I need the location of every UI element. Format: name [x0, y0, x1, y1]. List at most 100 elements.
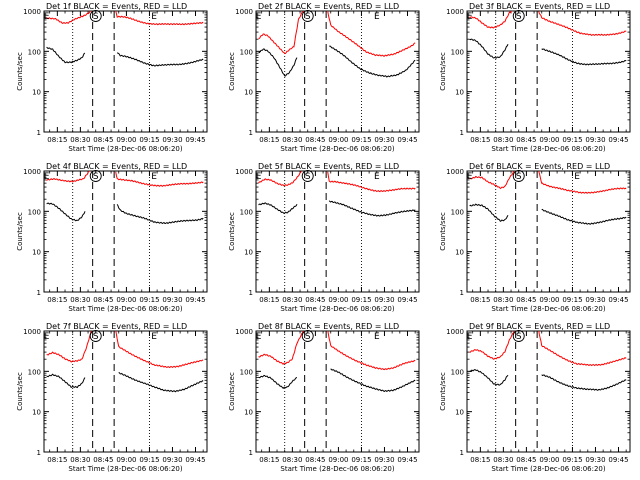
flag-mark-circle — [512, 330, 525, 342]
y-tick-label: 100 — [451, 208, 464, 216]
x-tick-label: 09:15 — [351, 296, 371, 304]
y-tick-label: 1 — [249, 449, 253, 457]
x-tick-label: 09:15 — [562, 296, 582, 304]
x-axis-label: Start Time (28-Dec-06 08:06:20) — [491, 305, 605, 313]
x-tick-label: 08:30 — [282, 456, 302, 464]
x-tick-label: 08:15 — [47, 456, 67, 464]
x-tick-label: 08:15 — [470, 456, 490, 464]
flag-mark: E — [44, 332, 50, 342]
flag-mark-circle — [89, 170, 102, 182]
lld-series-line — [46, 331, 92, 363]
x-tick-label: 09:15 — [139, 296, 159, 304]
x-tick-label: 09:15 — [562, 136, 582, 144]
x-tick-label: 08:30 — [282, 296, 302, 304]
y-tick-label: 1000 — [446, 328, 464, 336]
flag-mark-circle — [301, 330, 314, 342]
events-series-line — [118, 371, 204, 393]
panel-1: Det 1f BLACK = Events, RED = LLD 1 10 100 10… — [16, 2, 208, 153]
y-axis-label: Counts/sec — [439, 52, 447, 91]
panel-title: Det 1f BLACK = Events, RED = LLD — [46, 2, 187, 11]
flag-mark: E — [256, 12, 262, 22]
flag-mark: E — [44, 172, 50, 182]
panel-title: Det 4f BLACK = Events, RED = LLD — [46, 162, 187, 171]
events-series-line — [469, 203, 509, 222]
x-axis-label: Start Time (28-Dec-06 08:06:20) — [280, 145, 394, 153]
flag-mark: E — [574, 332, 580, 342]
y-tick-label: 10 — [455, 249, 464, 257]
x-tick-label: 09:45 — [397, 456, 417, 464]
x-tick-label: 09:45 — [185, 456, 205, 464]
flag-mark: E — [44, 12, 50, 22]
flag-mark-circle — [512, 10, 525, 22]
lld-series-line — [258, 171, 303, 187]
x-tick-label: 09:30 — [162, 456, 182, 464]
y-axis-label: Counts/sec — [228, 212, 236, 251]
y-axis-label: Counts/sec — [16, 52, 24, 91]
panel-4: Det 4f BLACK = Events, RED = LLD 1 10 100 10… — [16, 162, 208, 313]
flag-mark: E — [374, 172, 380, 182]
x-tick-label: 08:30 — [493, 296, 513, 304]
y-tick-label: 10 — [32, 409, 41, 417]
y-tick-label: 100 — [451, 368, 464, 376]
x-tick-label: 08:15 — [259, 456, 279, 464]
panel-title: Det 9f BLACK = Events, RED = LLD — [469, 322, 610, 331]
y-tick-label: 100 — [451, 48, 464, 56]
lld-series-line — [115, 331, 204, 369]
x-tick-label: 09:45 — [185, 296, 205, 304]
x-tick-label: 09:30 — [374, 456, 394, 464]
y-tick-label: 1000 — [23, 168, 41, 176]
plot-frame — [43, 330, 208, 453]
lld-series-line — [327, 171, 416, 193]
events-series-line — [116, 204, 204, 225]
x-axis-label: Start Time (28-Dec-06 08:06:20) — [280, 305, 394, 313]
lld-series-line — [538, 11, 627, 37]
x-axis-label: Start Time (28-Dec-06 08:06:20) — [280, 465, 394, 473]
lld-series-line — [469, 331, 515, 360]
y-tick-label: 1 — [37, 129, 41, 137]
events-series-line — [46, 202, 86, 222]
plot-frame — [43, 10, 208, 133]
x-tick-label: 09:00 — [116, 296, 136, 304]
lld-series-line — [327, 11, 416, 57]
y-tick-label: 10 — [32, 89, 41, 97]
x-tick-label: 08:15 — [47, 136, 67, 144]
panel-6: Det 6f BLACK = Events, RED = LLD 1 10 100 10… — [439, 162, 631, 313]
x-tick-label: 09:15 — [351, 456, 371, 464]
panel-title: Det 6f BLACK = Events, RED = LLD — [469, 162, 610, 171]
x-tick-label: 09:15 — [351, 136, 371, 144]
y-tick-label: 1 — [249, 289, 253, 297]
y-tick-label: 10 — [244, 409, 253, 417]
x-tick-label: 08:15 — [259, 296, 279, 304]
x-tick-label: 09:00 — [539, 456, 559, 464]
series-group — [258, 171, 416, 217]
x-tick-label: 08:30 — [282, 136, 302, 144]
flag-mark: S — [516, 332, 522, 342]
x-tick-label: 09:30 — [162, 136, 182, 144]
y-tick-label: 10 — [455, 89, 464, 97]
events-series-line — [330, 368, 416, 393]
events-series-line — [258, 202, 298, 214]
events-series-line — [328, 200, 416, 217]
panel-title: Det 3f BLACK = Events, RED = LLD — [469, 2, 610, 11]
x-tick-label: 09:00 — [539, 296, 559, 304]
x-tick-label: 09:15 — [139, 456, 159, 464]
y-tick-label: 1 — [249, 129, 253, 137]
y-axis-label: Counts/sec — [439, 212, 447, 251]
x-tick-label: 09:00 — [539, 136, 559, 144]
panel-3: Det 3f BLACK = Events, RED = LLD 1 10 100 10… — [439, 2, 631, 153]
events-series-line — [116, 52, 204, 67]
x-tick-label: 09:00 — [328, 456, 348, 464]
y-tick-label: 1000 — [23, 328, 41, 336]
series-group — [46, 11, 204, 67]
flag-mark-circle — [512, 170, 525, 182]
x-tick-label: 08:30 — [70, 136, 90, 144]
flag-mark: S — [305, 332, 311, 342]
events-series-line — [46, 373, 86, 389]
series-group — [469, 171, 627, 225]
x-axis-label: Start Time (28-Dec-06 08:06:20) — [68, 305, 182, 313]
events-series-line — [258, 48, 298, 77]
flag-mark-circle — [301, 170, 314, 182]
y-tick-label: 1 — [460, 289, 464, 297]
series-group — [469, 11, 627, 66]
y-tick-label: 1000 — [235, 168, 253, 176]
